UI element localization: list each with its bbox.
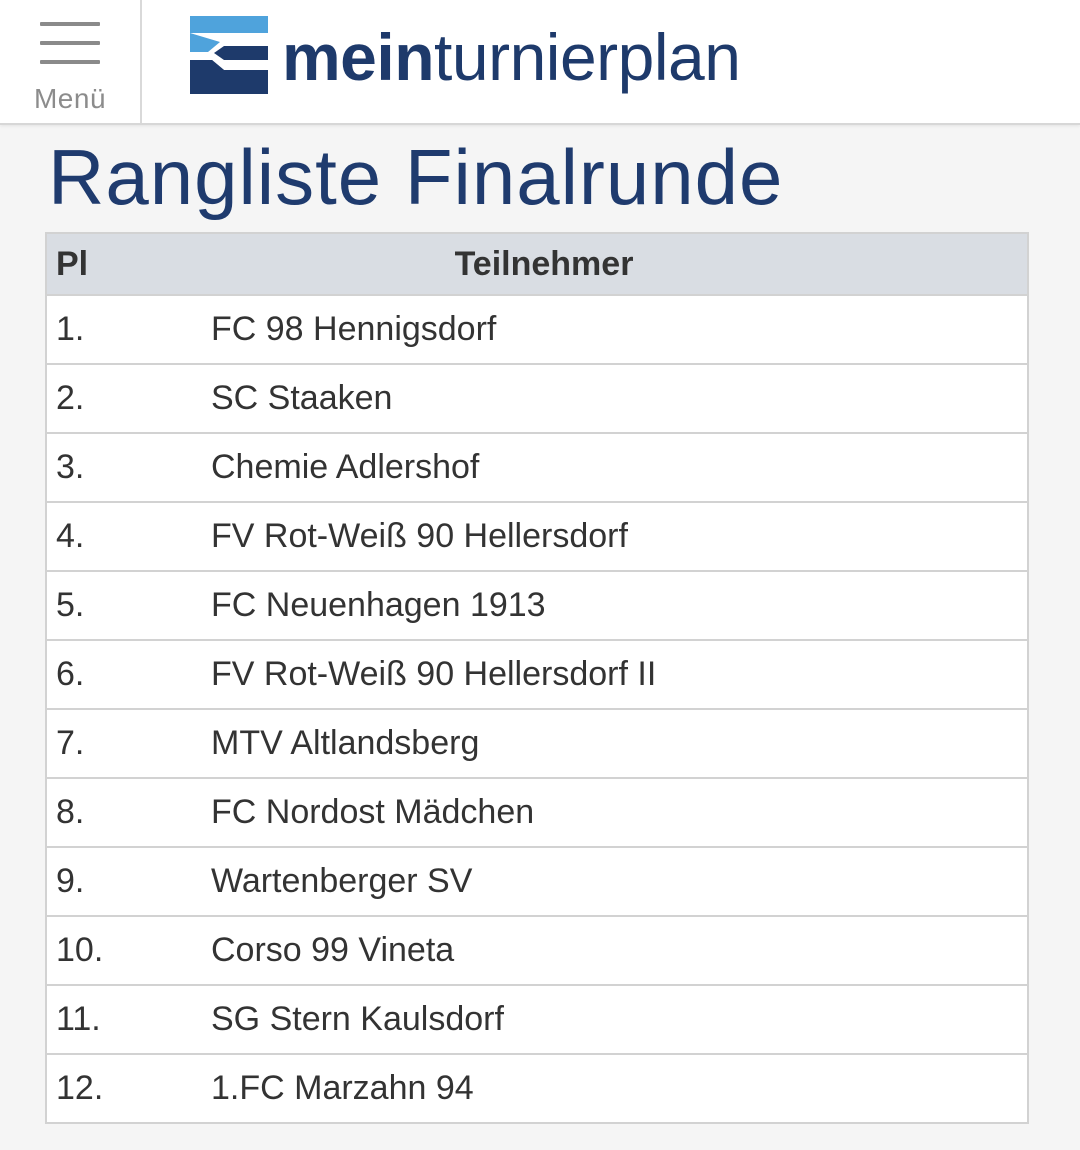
place-cell: 8. xyxy=(46,777,211,847)
table-row: 11. SG Stern Kaulsdorf xyxy=(46,984,1028,1054)
team-cell: FC 98 Hennigsdorf xyxy=(211,294,1028,364)
table-row: 7. MTV Altlandsberg xyxy=(46,708,1028,778)
team-cell: Corso 99 Vineta xyxy=(211,915,1028,985)
team-cell: Wartenberger SV xyxy=(211,846,1028,916)
team-cell: Chemie Adlershof xyxy=(211,432,1028,502)
team-cell: FV Rot-Weiß 90 Hellersdorf II xyxy=(211,639,1028,709)
team-cell: FV Rot-Weiß 90 Hellersdorf xyxy=(211,501,1028,571)
table-row: 1. FC 98 Hennigsdorf xyxy=(46,294,1028,364)
logo-text-bold: mein xyxy=(282,20,435,94)
table-header-row: Pl Teilnehmer xyxy=(46,233,1028,295)
hamburger-icon-bar xyxy=(40,60,100,64)
table-row: 3. Chemie Adlershof xyxy=(46,432,1028,502)
place-cell: 3. xyxy=(46,432,211,502)
team-cell: FC Nordost Mädchen xyxy=(211,777,1028,847)
team-cell: SG Stern Kaulsdorf xyxy=(211,984,1028,1054)
hamburger-icon-bar xyxy=(40,22,100,26)
table-row: 12. 1.FC Marzahn 94 xyxy=(46,1053,1028,1123)
site-logo[interactable]: meinturnierplan xyxy=(190,14,780,96)
logo-wordmark: meinturnierplan xyxy=(282,20,741,94)
column-header-participant: Teilnehmer xyxy=(211,233,1028,295)
place-cell: 11. xyxy=(46,984,211,1054)
table-row: 10. Corso 99 Vineta xyxy=(46,915,1028,985)
place-cell: 7. xyxy=(46,708,211,778)
place-cell: 4. xyxy=(46,501,211,571)
table-row: 9. Wartenberger SV xyxy=(46,846,1028,916)
table-row: 2. SC Staaken xyxy=(46,363,1028,433)
place-cell: 2. xyxy=(46,363,211,433)
table-row: 5. FC Neuenhagen 1913 xyxy=(46,570,1028,640)
menu-label: Menü xyxy=(33,83,107,114)
team-cell: FC Neuenhagen 1913 xyxy=(211,570,1028,640)
place-cell: 9. xyxy=(46,846,211,916)
logo-mark-icon xyxy=(190,16,268,94)
place-cell: 10. xyxy=(46,915,211,985)
table-row: 8. FC Nordost Mädchen xyxy=(46,777,1028,847)
hamburger-icon-bar xyxy=(40,41,100,45)
table-row: 6. FV Rot-Weiß 90 Hellersdorf II xyxy=(46,639,1028,709)
column-header-place: Pl xyxy=(46,233,211,295)
table-row: 4. FV Rot-Weiß 90 Hellersdorf xyxy=(46,501,1028,571)
team-cell: 1.FC Marzahn 94 xyxy=(211,1053,1028,1123)
place-cell: 12. xyxy=(46,1053,211,1123)
place-cell: 6. xyxy=(46,639,211,709)
team-cell: MTV Altlandsberg xyxy=(211,708,1028,778)
place-cell: 1. xyxy=(46,294,211,364)
ranking-table: Pl Teilnehmer 1. FC 98 Hennigsdorf 2. SC… xyxy=(45,232,1029,1124)
top-header: Menü meinturnierplan xyxy=(0,0,1080,125)
page-title: Rangliste Finalrunde xyxy=(48,133,784,221)
logo-text-light: turnierplan xyxy=(434,20,741,94)
menu-button[interactable]: Menü xyxy=(0,0,142,123)
place-cell: 5. xyxy=(46,570,211,640)
team-cell: SC Staaken xyxy=(211,363,1028,433)
